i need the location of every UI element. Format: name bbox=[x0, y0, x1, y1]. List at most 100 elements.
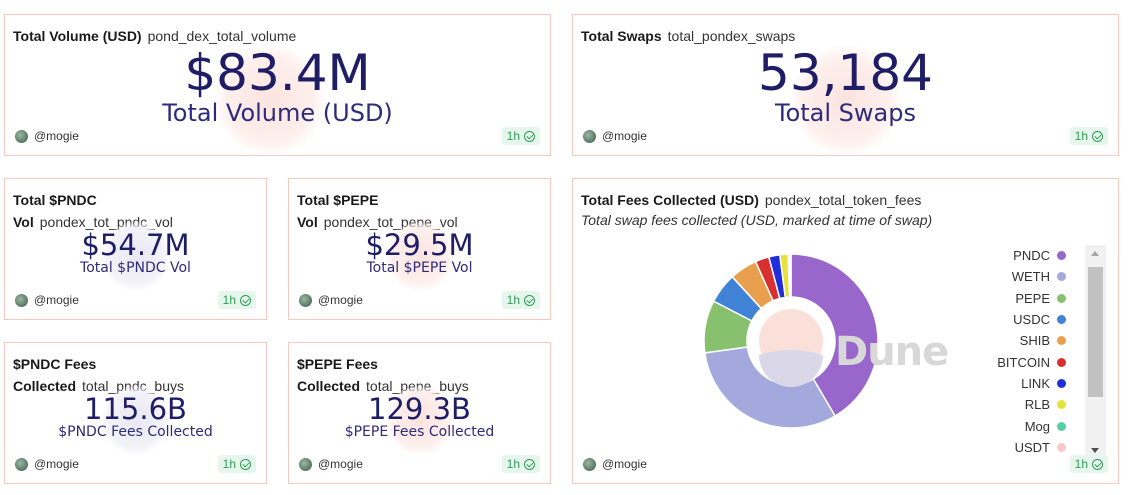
counter-label: Total Volume (USD) bbox=[162, 99, 393, 127]
legend-item-shib[interactable]: SHIB bbox=[997, 330, 1066, 351]
query-name[interactable]: pond_dex_total_volume bbox=[147, 28, 297, 44]
legend-label: LINK bbox=[1021, 375, 1050, 391]
card-title[interactable]: $PEPE Fees bbox=[297, 356, 378, 372]
legend-item-bitcoin[interactable]: BITCOIN bbox=[997, 351, 1066, 372]
check-circle-icon bbox=[524, 458, 535, 470]
scrollbar-thumb[interactable] bbox=[1088, 267, 1103, 397]
legend-swatch bbox=[1057, 293, 1066, 303]
legend-scrollbar[interactable] bbox=[1085, 245, 1106, 457]
legend-swatch bbox=[1057, 251, 1066, 261]
legend-item-usdc[interactable]: USDC bbox=[997, 309, 1066, 330]
refresh-badge[interactable]: 1h bbox=[1069, 455, 1108, 473]
chart-legend: PNDC WETH PEPE USDC SHIB BITCOIN LINK RLB Mog USD… bbox=[997, 245, 1066, 458]
counter-background bbox=[791, 45, 901, 155]
refresh-badge[interactable]: 1h bbox=[501, 455, 540, 473]
author[interactable]: @mogie bbox=[299, 457, 363, 471]
legend-item-rlb[interactable]: RLB bbox=[997, 394, 1066, 415]
avatar bbox=[15, 293, 28, 307]
refresh-badge[interactable]: 1h bbox=[501, 127, 540, 145]
author[interactable]: @mogie bbox=[15, 293, 79, 307]
card-header: Total Fees Collected (USD) pondex_total_t… bbox=[581, 189, 1110, 211]
legend-label: PEPE bbox=[1015, 290, 1050, 306]
refresh-interval: 1h bbox=[222, 457, 236, 471]
author[interactable]: @mogie bbox=[299, 293, 363, 307]
legend-item-weth[interactable]: WETH bbox=[997, 266, 1066, 287]
counter-label: Total $PNDC Vol bbox=[80, 260, 191, 276]
donut-slice-usdt[interactable] bbox=[789, 253, 792, 298]
refresh-badge[interactable]: 1h bbox=[217, 291, 256, 309]
legend-label: USDT bbox=[1014, 439, 1050, 455]
counter-label: $PNDC Fees Collected bbox=[58, 424, 213, 440]
author-name: @mogie bbox=[602, 129, 647, 143]
card-title[interactable]: Total Swaps bbox=[581, 28, 662, 44]
author[interactable]: @mogie bbox=[15, 457, 79, 471]
counter-background bbox=[385, 385, 455, 455]
card-title-continued[interactable]: Vol bbox=[297, 214, 318, 230]
avatar bbox=[299, 457, 312, 471]
fees-chart-card: Total Fees Collected (USD) pondex_total_t… bbox=[572, 178, 1119, 484]
card-title-continued[interactable]: Collected bbox=[13, 378, 77, 394]
author-name: @mogie bbox=[318, 457, 363, 471]
card-title-continued[interactable]: Collected bbox=[297, 378, 361, 394]
pndc-vol-card: Total $PNDC Vol pondex_tot_pndc_vol $54.7… bbox=[4, 178, 267, 320]
refresh-interval: 1h bbox=[506, 457, 520, 471]
refresh-interval: 1h bbox=[1074, 457, 1088, 471]
check-circle-icon bbox=[240, 458, 251, 470]
dune-watermark: Dune bbox=[835, 329, 949, 375]
check-circle-icon bbox=[524, 130, 535, 142]
legend-swatch bbox=[1057, 400, 1066, 410]
author-name: @mogie bbox=[318, 293, 363, 307]
counter-background bbox=[215, 45, 325, 155]
total-swaps-card: Total Swaps total_pondex_swaps 53,184 Tot… bbox=[572, 14, 1119, 156]
legend-label: WETH bbox=[1011, 269, 1050, 285]
refresh-badge[interactable]: 1h bbox=[1069, 127, 1108, 145]
scroll-down-icon[interactable] bbox=[1091, 448, 1099, 453]
query-name[interactable]: pondex_total_token_fees bbox=[764, 192, 922, 208]
author-name: @mogie bbox=[602, 457, 647, 471]
legend-item-pepe[interactable]: PEPE bbox=[997, 288, 1066, 309]
query-name[interactable]: total_pondex_swaps bbox=[667, 28, 796, 44]
check-circle-icon bbox=[240, 294, 251, 306]
refresh-interval: 1h bbox=[506, 293, 520, 307]
legend-item-usdt[interactable]: USDT bbox=[997, 437, 1066, 458]
avatar bbox=[15, 457, 28, 471]
card-title[interactable]: Total $PEPE bbox=[297, 192, 379, 208]
author[interactable]: @mogie bbox=[583, 457, 647, 471]
author[interactable]: @mogie bbox=[583, 129, 647, 143]
total-volume-card: Total Volume (USD) pond_dex_total_volume … bbox=[4, 14, 551, 156]
refresh-badge[interactable]: 1h bbox=[501, 291, 540, 309]
pepe-vol-card: Total $PEPE Vol pondex_tot_pepe_vol $29.5… bbox=[288, 178, 551, 320]
author[interactable]: @mogie bbox=[15, 129, 79, 143]
card-title[interactable]: Total $PNDC bbox=[13, 192, 97, 208]
scroll-up-icon[interactable] bbox=[1091, 251, 1099, 256]
card-title[interactable]: $PNDC Fees bbox=[13, 356, 97, 372]
counter-background bbox=[101, 385, 171, 455]
author-name: @mogie bbox=[34, 457, 79, 471]
counter-value: $83.4M bbox=[184, 44, 371, 102]
card-title[interactable]: Total Fees Collected (USD) bbox=[581, 192, 759, 208]
legend-item-mog[interactable]: Mog bbox=[997, 415, 1066, 436]
refresh-badge[interactable]: 1h bbox=[217, 455, 256, 473]
legend-label: PNDC bbox=[1013, 248, 1050, 264]
card-title[interactable]: Total Volume (USD) bbox=[13, 28, 142, 44]
check-circle-icon bbox=[1092, 458, 1103, 470]
check-circle-icon bbox=[524, 294, 535, 306]
legend-item-pndc[interactable]: PNDC bbox=[997, 245, 1066, 266]
donut-slice-pndc[interactable] bbox=[790, 253, 879, 418]
card-title-continued[interactable]: Vol bbox=[13, 214, 34, 230]
counter-background bbox=[385, 221, 455, 291]
avatar bbox=[299, 293, 312, 307]
legend-label: USDC bbox=[1013, 312, 1050, 328]
counter-label: $PEPE Fees Collected bbox=[344, 424, 495, 440]
author-name: @mogie bbox=[34, 129, 79, 143]
counter-value: $29.5M bbox=[365, 228, 474, 262]
author-name: @mogie bbox=[34, 293, 79, 307]
counter-label: Total $PEPE Vol bbox=[366, 260, 473, 276]
legend-item-link[interactable]: LINK bbox=[997, 373, 1066, 394]
chart-subtitle: Total swap fees collected (USD, marked a… bbox=[581, 212, 933, 228]
avatar bbox=[583, 457, 596, 471]
refresh-interval: 1h bbox=[506, 129, 520, 143]
legend-swatch bbox=[1057, 421, 1066, 431]
legend-label: SHIB bbox=[1019, 333, 1050, 349]
counter-value: 53,184 bbox=[758, 44, 933, 102]
